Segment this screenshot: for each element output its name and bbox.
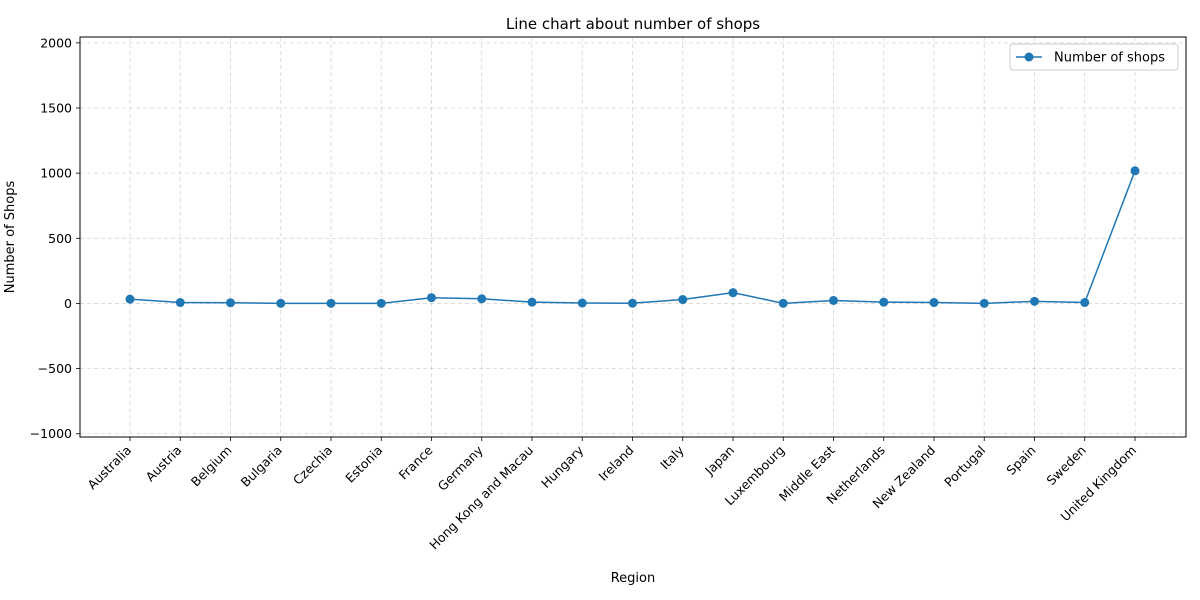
- data-point: [678, 295, 688, 305]
- legend: Number of shops: [1009, 43, 1179, 71]
- y-tick-label: −500: [38, 361, 72, 376]
- data-point: [125, 294, 135, 304]
- data-point: [577, 298, 587, 308]
- data-point: [326, 298, 336, 308]
- y-axis-label: Number of Shops: [3, 181, 18, 294]
- legend-marker-swatch: [1024, 52, 1034, 62]
- y-tick-label: 1500: [40, 101, 72, 116]
- data-point: [175, 298, 185, 308]
- y-tick-label: 0: [64, 296, 72, 311]
- data-point: [778, 298, 788, 308]
- y-tick-label: 500: [48, 231, 72, 246]
- data-point: [929, 298, 939, 308]
- data-point: [1030, 296, 1039, 306]
- data-point: [979, 298, 989, 308]
- data-point: [276, 298, 286, 308]
- chart-title: Line chart about number of shops: [506, 15, 760, 33]
- y-axis: −1000 −500 0 500 1000 1500 2000: [30, 35, 80, 441]
- data-point: [1130, 166, 1140, 176]
- data-point: [376, 298, 386, 308]
- legend-box: [1009, 43, 1179, 71]
- data-point: [628, 298, 637, 308]
- plot-frame: [79, 36, 1187, 438]
- y-tick-label: 2000: [40, 35, 72, 50]
- data-point: [527, 297, 537, 307]
- x-axis-label: Region: [611, 571, 656, 586]
- y-tick-label: 1000: [40, 166, 72, 181]
- legend-label: Number of shops: [1054, 51, 1165, 66]
- data-point: [427, 293, 436, 303]
- data-point: [477, 294, 487, 304]
- data-point: [829, 295, 838, 305]
- data-point: [728, 288, 738, 298]
- data-point: [226, 298, 235, 308]
- series: [125, 166, 1140, 308]
- data-point: [1080, 298, 1090, 308]
- y-tick-label: −1000: [30, 426, 72, 441]
- data-point: [879, 297, 889, 307]
